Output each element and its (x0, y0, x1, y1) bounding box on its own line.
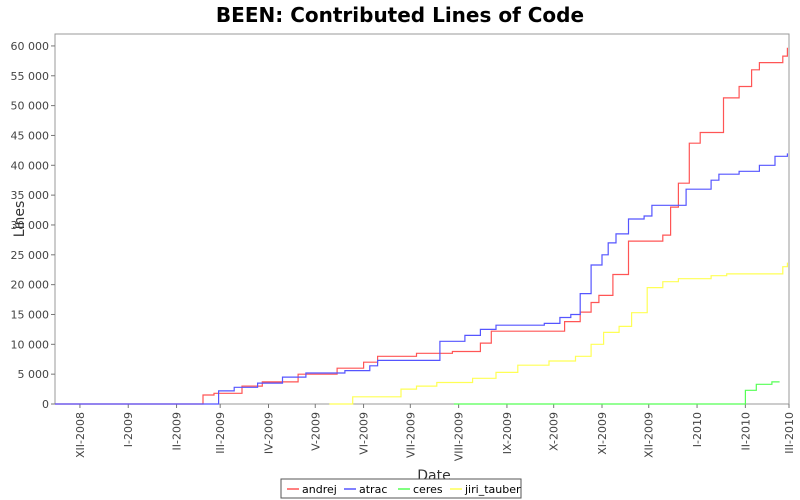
y-tick-label: 30 000 (11, 219, 50, 232)
x-tick-label: XII-2009 (643, 412, 656, 458)
y-tick-label: 40 000 (11, 159, 50, 172)
y-tick-label: 25 000 (11, 249, 50, 262)
x-tick-label: X-2009 (548, 412, 561, 451)
x-tick-label: III-2009 (214, 412, 227, 454)
legend-label: atrac (359, 483, 387, 496)
legend: andrej atrac ceres jiri_tauber (280, 478, 522, 499)
series-layer (55, 47, 789, 405)
y-tick-label: 50 000 (11, 100, 50, 113)
y-tick-label: 5 000 (18, 368, 50, 381)
y-tick-label: 10 000 (11, 338, 50, 351)
x-tick-label: III-2010 (783, 412, 796, 454)
chart-title: BEEN: Contributed Lines of Code (216, 3, 584, 27)
y-tick-label: 55 000 (11, 70, 50, 83)
series-line-ceres (453, 381, 780, 405)
x-tick-label: II-2009 (171, 412, 184, 450)
series-line-atrac (55, 153, 789, 405)
series-line-jiri-tauber (329, 262, 789, 405)
y-tick-label: 35 000 (11, 189, 50, 202)
x-tick-label: II-2010 (739, 412, 752, 450)
legend-label: andrej (302, 483, 337, 496)
x-tick-label: IX-2009 (501, 412, 514, 454)
y-axis: 0 5 000 10 000 15 000 20 000 25 000 30 000 35 0… (11, 40, 55, 411)
x-tick-label: VI-2009 (358, 412, 371, 455)
y-tick-label: 20 000 (11, 279, 50, 292)
x-tick-label: VIII-2009 (453, 412, 466, 461)
x-tick-label: XI-2009 (596, 412, 609, 455)
plot-area (54, 33, 790, 405)
legend-label: jiri_tauber (464, 483, 521, 496)
legend-label: ceres (413, 483, 443, 496)
x-tick-label: I-2010 (691, 412, 704, 447)
x-tick-label: VII-2009 (404, 412, 417, 458)
y-tick-label: 0 (42, 398, 49, 411)
y-axis-label: Lines (12, 201, 28, 237)
y-tick-label: 15 000 (11, 308, 50, 321)
y-tick-label: 60 000 (11, 40, 50, 53)
x-axis: XII-2008 I-2009 II-2009 III-2009 IV-2009 V-20… (74, 404, 796, 461)
x-tick-label: V-2009 (309, 412, 322, 451)
x-tick-label: XII-2008 (74, 412, 87, 458)
y-tick-label: 45 000 (11, 129, 50, 142)
x-tick-label: I-2009 (122, 412, 135, 447)
x-tick-label: IV-2009 (262, 412, 275, 454)
